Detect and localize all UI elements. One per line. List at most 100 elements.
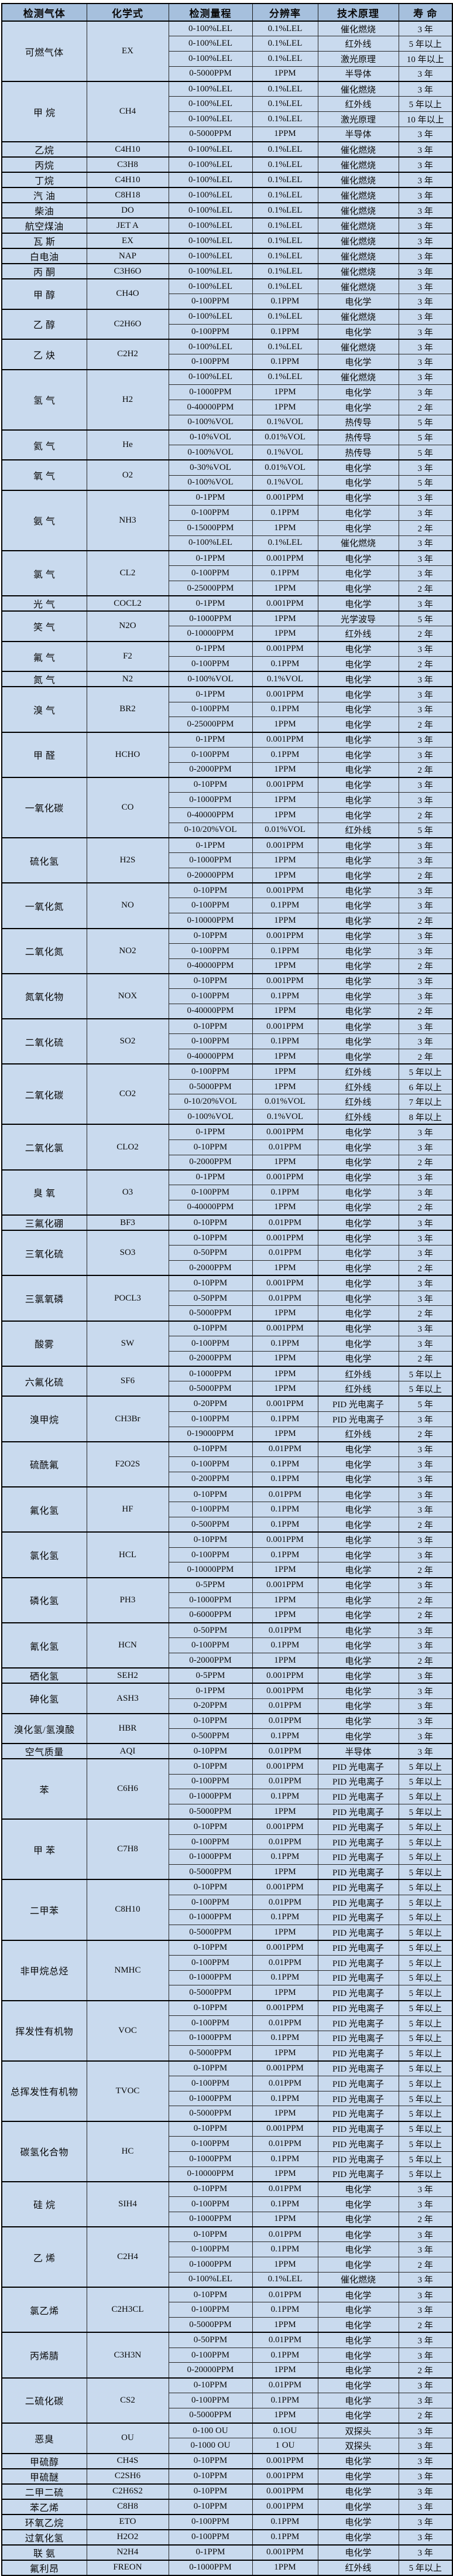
range-cell: 0-10PPM <box>168 2181 253 2198</box>
life-cell: 3 年 <box>398 2241 453 2258</box>
table-row: 环氧乙烷 ETO 0-100PPM 0.1PPM 电化学 3 年 <box>1 2513 453 2530</box>
principle-cell: 红外线 <box>317 1079 399 1095</box>
table-row: 乙 烯 C2H4 0-10PPM 0.01PPM 电化学 3 年 <box>1 2226 453 2288</box>
resolution-cell: 1PPM <box>252 1653 318 1669</box>
life-cell: 5 年以上 <box>398 36 453 52</box>
range-cell: 0-100%LEL <box>168 263 253 279</box>
table-row: 甲硫醇 CH4S 0-10PPM 0.001PPM 电化学 3 年 <box>1 2452 453 2469</box>
table-row: 甲 苯 C7H8 0-10PPM 0.001PPM PID 光电离子 5 年以上 <box>1 1818 453 1880</box>
resolution-cell: 0.01PPM <box>252 2226 318 2243</box>
principle-cell: 电化学 <box>317 565 399 581</box>
gas-name-cell: 乙烷 <box>1 141 87 158</box>
formula-cell: BF3 <box>86 1214 169 1231</box>
resolution-cell: 1PPM <box>252 958 318 974</box>
principle-cell: 电化学 <box>317 2317 399 2333</box>
resolution-cell: 0.001PPM <box>252 1818 318 1835</box>
resolution-cell: 1PPM <box>252 610 318 627</box>
table-row: 0-100PPM 0.1PPM 电化学 3 年 <box>2 2302 453 2318</box>
resolution-cell: 0.1PPM <box>252 1849 318 1865</box>
principle-cell: 电化学 <box>317 746 399 763</box>
principle-cell: 电化学 <box>317 1502 399 1518</box>
life-cell: 3 年 <box>398 1320 453 1336</box>
resolution-cell: 0.001PPM <box>252 2120 318 2137</box>
life-cell: 3 年 <box>398 294 453 310</box>
principle-cell: 电化学 <box>317 1577 399 1593</box>
range-cell: 0-2000PPM <box>168 1653 253 1669</box>
principle-cell: 电化学 <box>317 2407 399 2424</box>
range-cell: 0-100PPM <box>168 1894 253 1910</box>
life-cell: 2 年 <box>398 807 453 823</box>
range-cell: 0-5000PPM <box>168 1985 253 2001</box>
life-cell: 5 年以上 <box>398 2060 453 2076</box>
resolution-cell: 1PPM <box>252 1804 318 1820</box>
life-cell: 5 年以上 <box>398 1985 453 2001</box>
formula-cell: H2S <box>86 837 169 883</box>
life-cell: 3 年 <box>398 2347 453 2363</box>
life-cell: 5 年以上 <box>398 2075 453 2091</box>
principle-cell: 电化学 <box>317 580 399 596</box>
gas-name-cell: 臭 氧 <box>1 1169 87 1216</box>
gas-name-cell: 航空煤油 <box>1 217 87 234</box>
range-cell: 0-10000PPM <box>168 913 253 929</box>
principle-cell: PID 光电离子 <box>317 1834 399 1850</box>
table-row: 总挥发性有机物 TVOC 0-10PPM 0.001PPM PID 光电离子 5 年以上 <box>1 2060 453 2122</box>
range-cell: 0-50PPM <box>168 1245 253 1261</box>
resolution-cell: 0.1PPM <box>252 2392 318 2408</box>
range-cell: 0-100PPM <box>168 1954 253 1971</box>
gas-name-cell: 二甲苯 <box>1 1879 87 1941</box>
resolution-cell: 0.1%LEL <box>252 263 318 279</box>
table-row: 0-20PPM 0.01PPM 电化学 3 年 <box>2 1698 453 1714</box>
life-cell: 3 年 <box>398 1230 453 1246</box>
range-cell: 0-5000PPM <box>168 66 253 82</box>
principle-cell: 红外线 <box>317 626 399 642</box>
gas-name-cell: 丙烯腈 <box>1 2332 87 2379</box>
resolution-cell: 1PPM <box>252 1003 318 1019</box>
range-cell: 0-500PPM <box>168 1517 253 1533</box>
life-cell: 3 年 <box>398 837 453 854</box>
formula-cell: CH4O <box>86 278 169 310</box>
range-cell: 0-1000PPM <box>168 1909 253 1926</box>
resolution-cell: 0.001PPM <box>252 2452 318 2469</box>
principle-cell: 电化学 <box>317 792 399 808</box>
principle-cell: 电化学 <box>317 776 399 793</box>
range-cell: 0-6000PPM <box>168 1607 253 1623</box>
range-cell: 0-10PPM <box>168 1712 253 1729</box>
table-row: 航空煤油 JET A 0-100%LEL 0.1%LEL 催化燃烧 3 年 <box>1 217 453 234</box>
range-cell: 0-5000PPM <box>168 2106 253 2122</box>
principle-cell: PID 光电离子 <box>317 2060 399 2076</box>
principle-cell: 电化学 <box>317 399 399 415</box>
resolution-cell: 1PPM <box>252 762 318 778</box>
table-row: 0-5000PPM 1PPM 半导体 3 年 <box>2 126 453 142</box>
table-row: 硅 烷 SIH4 0-10PPM 0.01PPM 电化学 3 年 <box>1 2181 453 2227</box>
life-cell: 3 年 <box>398 459 453 476</box>
principle-cell: 电化学 <box>317 807 399 823</box>
principle-cell: 电化学 <box>317 2181 399 2198</box>
life-cell: 5 年以上 <box>398 1063 453 1080</box>
range-cell: 0-5000PPM <box>168 2317 253 2333</box>
life-cell: 3 年 <box>398 126 453 142</box>
gas-name-cell: 二氧化氯 <box>1 1124 87 1171</box>
resolution-cell: 1PPM <box>252 2045 318 2062</box>
resolution-cell: 0.1PPM <box>252 2529 318 2546</box>
table-row: 三氟化硼 BF3 0-10PPM 0.01PPM 电化学 3 年 <box>1 1214 453 1231</box>
resolution-cell: 1PPM <box>252 867 318 883</box>
life-cell: 3 年 <box>398 550 453 567</box>
life-cell: 3 年 <box>398 2332 453 2348</box>
formula-cell: C8H8 <box>86 2498 169 2515</box>
life-cell: 3 年 <box>398 1411 453 1427</box>
principle-cell: PID 光电离子 <box>317 2090 399 2107</box>
resolution-cell: 0.1%LEL <box>252 202 318 219</box>
range-cell: 0-100%LEL <box>168 217 253 234</box>
range-cell: 0-10PPM <box>168 927 253 944</box>
gas-name-cell: 恶臭 <box>1 2423 87 2454</box>
life-cell: 3 年 <box>398 701 453 718</box>
life-cell: 3 年 <box>398 66 453 82</box>
life-cell: 3 年 <box>398 2302 453 2318</box>
principle-cell: 电化学 <box>317 656 399 672</box>
range-cell: 0-40000PPM <box>168 1199 253 1216</box>
resolution-cell: 1PPM <box>252 384 318 400</box>
resolution-cell: 0.01PPM <box>252 1622 318 1639</box>
table-row: 0-100PPM 0.1PPM 电化学 3 年 <box>2 943 453 959</box>
resolution-cell: 0.1PPM <box>252 323 318 340</box>
life-cell: 3 年 <box>398 384 453 400</box>
